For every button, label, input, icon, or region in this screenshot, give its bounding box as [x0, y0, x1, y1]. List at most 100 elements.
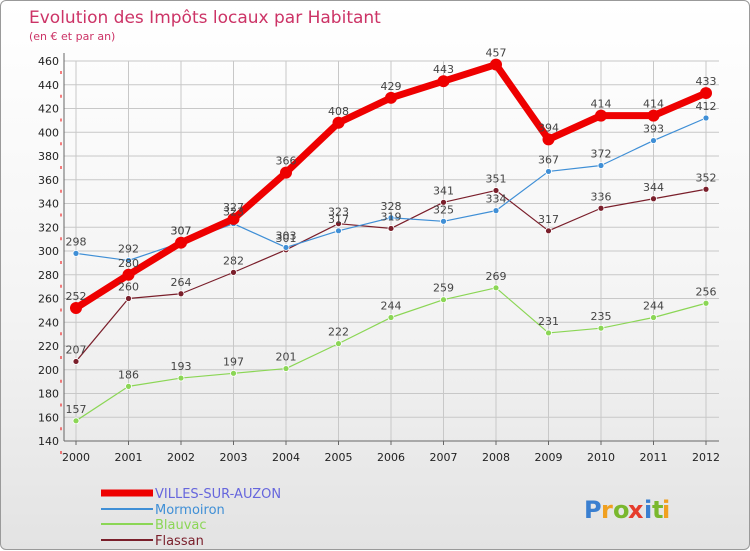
y-tick-label: 280 [38, 269, 59, 282]
point-flassan [387, 225, 395, 232]
data-label-blauvac: 269 [486, 270, 507, 283]
point-blauvac [72, 417, 80, 425]
point-villes-sur-auzon [700, 87, 712, 100]
data-label-villes-sur-auzon: 414 [643, 98, 664, 111]
data-label-blauvac: 244 [381, 300, 402, 313]
y-tick-label: 300 [38, 245, 59, 258]
data-label-mormoiron: 393 [643, 123, 664, 136]
data-label-mormoiron: 367 [538, 153, 559, 166]
point-mormoiron [282, 244, 290, 251]
data-label-flassan: 282 [223, 254, 244, 267]
point-mormoiron [72, 249, 80, 257]
axes: 140 160 180 200 220 240 260 280 300 320 340 360 380 4… [38, 53, 720, 464]
data-label-villes-sur-auzon: 408 [328, 105, 349, 118]
point-flassan [177, 290, 185, 298]
point-blauvac [282, 365, 290, 372]
point-blauvac [387, 314, 395, 321]
x-tick-label: 2012 [692, 451, 720, 464]
logo-letter: i [644, 496, 652, 524]
data-label-villes-sur-auzon: 366 [276, 155, 297, 168]
x-tick-label: 2008 [482, 451, 510, 464]
data-label-villes-sur-auzon: 414 [591, 98, 612, 111]
data-label-blauvac: 201 [276, 351, 297, 364]
y-tick-label: 180 [38, 388, 59, 401]
data-label-villes-sur-auzon: 433 [696, 75, 717, 88]
data-label-mormoiron: 307 [171, 225, 192, 238]
chart-subtitle: (en € et par an) [29, 30, 115, 43]
data-label-blauvac: 231 [538, 315, 559, 328]
x-tick-label: 2004 [272, 451, 300, 464]
data-label-flassan: 264 [171, 276, 192, 289]
data-label-blauvac: 222 [328, 326, 349, 339]
point-villes-sur-auzon [280, 166, 292, 179]
point-flassan [650, 195, 657, 203]
data-label-mormoiron: 292 [118, 243, 139, 256]
data-label-flassan: 301 [276, 232, 297, 245]
logo-letter: o [613, 496, 630, 524]
data-label-blauvac: 186 [118, 368, 139, 381]
point-mormoiron [650, 137, 657, 144]
point-blauvac [335, 340, 342, 348]
data-label-flassan: 260 [118, 281, 139, 294]
point-mormoiron [702, 114, 710, 122]
y-tick-label: 240 [38, 316, 59, 329]
legend-label-villes-sur-auzon: VILLES-SUR-AUZON [155, 487, 281, 502]
point-villes-sur-auzon [647, 109, 660, 122]
point-mormoiron [492, 207, 500, 215]
legend-label-flassan: Flassan [155, 534, 204, 549]
legend-label-mormoiron: Mormoiron [155, 503, 225, 518]
data-label-mormoiron: 328 [381, 200, 402, 213]
point-blauvac [125, 382, 132, 390]
logo-letter: r [601, 496, 613, 524]
x-tick-label: 2002 [167, 451, 195, 464]
y-tick-label: 200 [38, 364, 59, 377]
point-villes-sur-auzon [595, 109, 607, 122]
data-label-blauvac: 235 [591, 310, 612, 323]
x-tick-label: 2006 [377, 451, 405, 464]
data-label-flassan: 344 [643, 181, 664, 194]
point-blauvac [492, 284, 500, 292]
point-blauvac [650, 314, 657, 321]
x-tick-label: 2003 [220, 451, 248, 464]
data-label-villes-sur-auzon: 457 [486, 47, 507, 60]
y-tick-label: 140 [38, 435, 59, 448]
point-villes-sur-auzon [332, 116, 345, 129]
point-villes-sur-auzon [542, 133, 555, 146]
point-flassan [492, 187, 500, 194]
data-label-flassan: 351 [486, 172, 507, 185]
data-label-flassan: 336 [591, 190, 612, 203]
point-blauvac [177, 374, 185, 382]
point-blauvac [440, 296, 447, 304]
data-label-mormoiron: 325 [433, 203, 454, 216]
point-flassan [440, 198, 447, 206]
point-mormoiron [440, 217, 447, 225]
x-tick-label: 2009 [535, 451, 563, 464]
logo-letter: i [662, 496, 670, 524]
y-tick-label: 260 [38, 293, 59, 306]
point-villes-sur-auzon [490, 58, 502, 71]
data-label-mormoiron: 298 [66, 235, 87, 248]
data-label-mormoiron: 317 [328, 213, 349, 226]
data-label-flassan: 323 [328, 206, 349, 219]
data-label-mormoiron: 372 [591, 148, 612, 161]
point-flassan [72, 358, 80, 365]
point-mormoiron [335, 227, 342, 235]
point-flassan [125, 295, 132, 302]
y-tick-label: 360 [38, 174, 59, 187]
point-flassan [702, 185, 710, 193]
point-mormoiron [125, 257, 132, 264]
y-tick-label: 400 [38, 126, 59, 139]
data-label-villes-sur-auzon: 252 [66, 290, 87, 303]
data-label-villes-sur-auzon: 443 [433, 63, 454, 76]
y-tick-label: 380 [38, 150, 59, 163]
data-label-flassan: 317 [538, 213, 559, 226]
data-label-flassan: 207 [66, 343, 87, 356]
data-label-blauvac: 157 [66, 403, 87, 416]
point-villes-sur-auzon [70, 302, 82, 314]
y-tick-label: 440 [38, 79, 59, 92]
legend-label-blauvac: Blauvac [155, 518, 207, 533]
x-tick-label: 2011 [640, 451, 668, 464]
data-label-flassan: 341 [433, 184, 454, 197]
